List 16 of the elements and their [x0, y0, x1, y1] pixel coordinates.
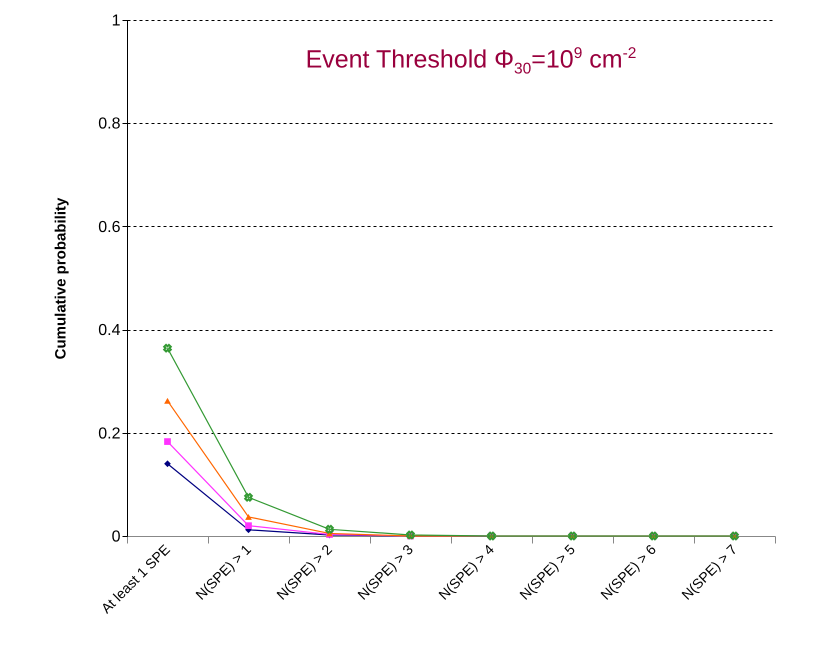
y-tick-label: 0.8 — [98, 116, 121, 133]
point — [245, 514, 252, 520]
point — [244, 492, 253, 502]
y-tick-label: 1 — [112, 12, 121, 30]
y-tick-label: 0.2 — [98, 425, 121, 442]
y-tick-label: 0.4 — [98, 322, 121, 340]
text: Event Threshold Φ$_{30}$=10$^{9}$ cm$^{-2}$ — [304, 45, 638, 78]
point — [164, 438, 171, 445]
point — [164, 460, 171, 468]
point — [164, 398, 171, 404]
point — [325, 524, 334, 534]
point — [245, 522, 252, 530]
y-axis-title: Cumulative probability — [52, 197, 70, 360]
point — [163, 344, 172, 352]
y-tick-label: 0.6 — [98, 218, 121, 236]
y-tick-label: 0 — [112, 528, 121, 546]
